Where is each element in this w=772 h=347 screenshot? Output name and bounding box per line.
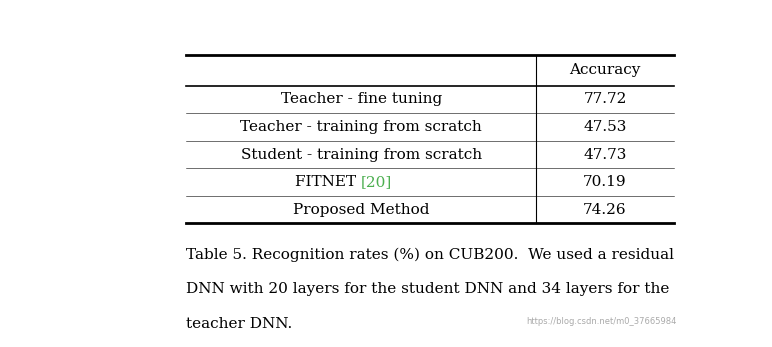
Text: 77.72: 77.72 xyxy=(584,93,627,107)
Text: Accuracy: Accuracy xyxy=(570,64,641,77)
Text: Teacher - training from scratch: Teacher - training from scratch xyxy=(240,120,482,134)
Text: Proposed Method: Proposed Method xyxy=(293,203,429,217)
Text: 74.26: 74.26 xyxy=(583,203,627,217)
Text: FITNET: FITNET xyxy=(295,175,361,189)
Text: Table 5. Recognition rates (%) on CUB200.  We used a residual: Table 5. Recognition rates (%) on CUB200… xyxy=(186,247,674,262)
Text: https://blog.csdn.net/m0_37665984: https://blog.csdn.net/m0_37665984 xyxy=(527,317,677,326)
Text: 47.53: 47.53 xyxy=(584,120,627,134)
Text: 47.73: 47.73 xyxy=(584,147,627,161)
Text: [20]: [20] xyxy=(361,175,392,189)
Text: 70.19: 70.19 xyxy=(583,175,627,189)
Text: DNN with 20 layers for the student DNN and 34 layers for the: DNN with 20 layers for the student DNN a… xyxy=(186,282,669,296)
Text: Student - training from scratch: Student - training from scratch xyxy=(241,147,482,161)
Text: teacher DNN.: teacher DNN. xyxy=(186,317,293,331)
Text: Teacher - fine tuning: Teacher - fine tuning xyxy=(281,93,442,107)
